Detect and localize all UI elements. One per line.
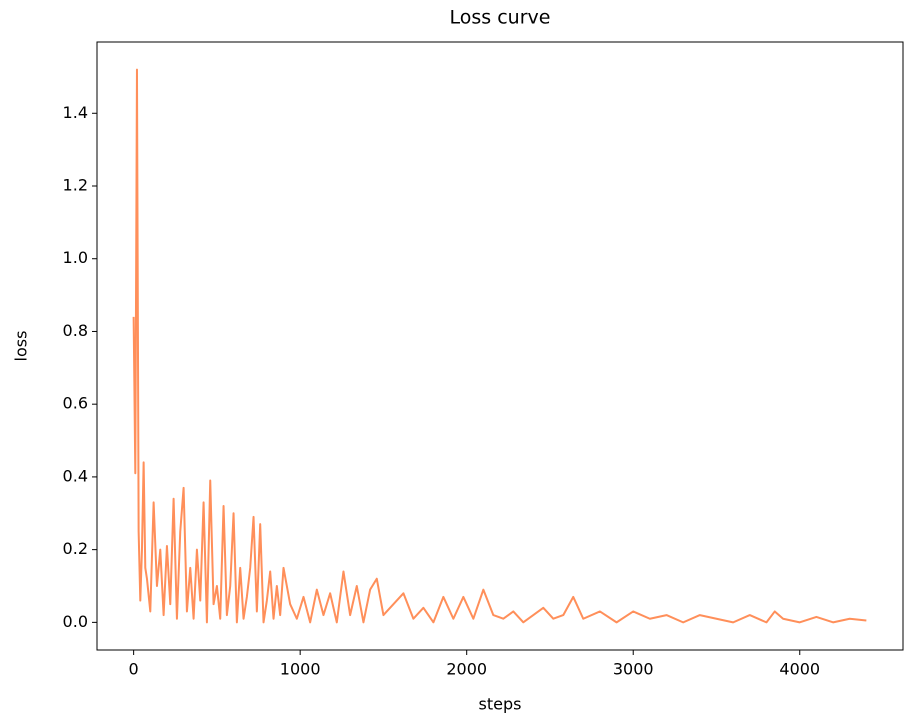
y-tick-label: 0.2 xyxy=(63,539,88,558)
x-tick-label: 2000 xyxy=(446,660,487,679)
y-tick-label: 0.6 xyxy=(63,394,88,413)
chart-title: Loss curve xyxy=(450,7,551,29)
x-tick-label: 0 xyxy=(129,660,139,679)
y-tick-label: 1.4 xyxy=(63,103,88,122)
y-axis-label: loss xyxy=(12,331,31,362)
x-axis-label: steps xyxy=(479,695,522,714)
x-tick-label: 4000 xyxy=(779,660,820,679)
y-tick-label: 0.0 xyxy=(63,612,88,631)
y-tick-label: 1.2 xyxy=(63,176,88,195)
x-tick-label: 1000 xyxy=(280,660,321,679)
loss-line xyxy=(132,68,867,624)
plot-frame xyxy=(96,41,904,651)
y-tick-label: 1.0 xyxy=(63,248,88,267)
y-tick-label: 0.4 xyxy=(63,466,88,485)
x-tick-label: 3000 xyxy=(613,660,654,679)
y-tick-label: 0.8 xyxy=(63,321,88,340)
